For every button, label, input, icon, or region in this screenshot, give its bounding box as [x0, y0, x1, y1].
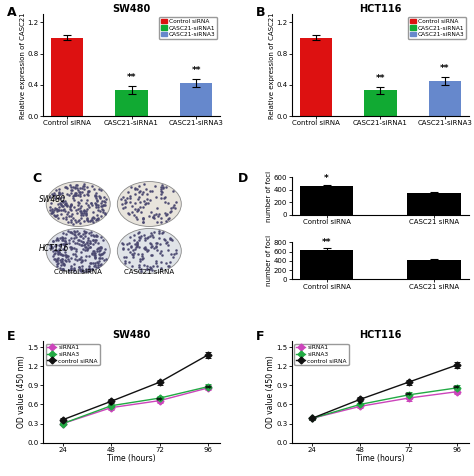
- Bar: [180, 83, 212, 116]
- Text: Control siRNA: Control siRNA: [54, 269, 102, 276]
- Legend: siRNA1, siRNA3, control siRNA: siRNA1, siRNA3, control siRNA: [46, 344, 100, 365]
- Bar: [364, 90, 397, 116]
- Text: *: *: [324, 174, 329, 183]
- Bar: [51, 38, 83, 116]
- Bar: [300, 186, 354, 215]
- Bar: [300, 38, 332, 116]
- Text: SW480: SW480: [39, 196, 66, 204]
- Text: **: **: [453, 385, 461, 394]
- Title: SW480: SW480: [112, 330, 151, 340]
- Legend: siRNA1, siRNA3, control siRNA: siRNA1, siRNA3, control siRNA: [294, 344, 348, 365]
- Text: F: F: [256, 330, 264, 344]
- Text: **: **: [204, 385, 212, 394]
- Text: C: C: [32, 172, 41, 185]
- Text: **: **: [375, 74, 385, 83]
- Text: **: **: [127, 73, 137, 82]
- Bar: [429, 81, 461, 116]
- Y-axis label: OD value (450 nm): OD value (450 nm): [17, 355, 26, 428]
- Bar: [407, 260, 461, 279]
- Y-axis label: number of foci: number of foci: [266, 235, 273, 287]
- Ellipse shape: [117, 181, 182, 227]
- Text: **: **: [156, 397, 164, 406]
- Text: E: E: [7, 330, 16, 344]
- X-axis label: Time (hours): Time (hours): [107, 454, 156, 463]
- Text: *: *: [109, 402, 113, 411]
- Ellipse shape: [117, 228, 182, 273]
- Bar: [407, 193, 461, 215]
- Text: **: **: [405, 392, 412, 401]
- X-axis label: Time (hours): Time (hours): [356, 454, 405, 463]
- Text: B: B: [256, 6, 265, 19]
- Y-axis label: Relative expression of CASC21: Relative expression of CASC21: [269, 12, 275, 119]
- Title: SW480: SW480: [112, 3, 151, 13]
- Bar: [115, 90, 148, 116]
- Y-axis label: Relative expression of CASC21: Relative expression of CASC21: [20, 12, 26, 119]
- Text: **: **: [191, 66, 201, 75]
- Ellipse shape: [46, 228, 110, 273]
- Legend: Control siRNA, CASC21-siRNA1, CASC21-siRNA3: Control siRNA, CASC21-siRNA1, CASC21-siR…: [408, 17, 466, 39]
- Text: CASC21 siRNA: CASC21 siRNA: [124, 269, 174, 276]
- Legend: Control siRNA, CASC21-siRNA1, CASC21-siRNA3: Control siRNA, CASC21-siRNA1, CASC21-siR…: [159, 17, 218, 39]
- Title: HCT116: HCT116: [359, 3, 401, 13]
- Bar: [300, 249, 354, 279]
- Text: D: D: [238, 172, 248, 185]
- Text: A: A: [7, 6, 17, 19]
- Ellipse shape: [46, 181, 110, 227]
- Text: **: **: [440, 64, 450, 73]
- Text: *: *: [358, 400, 362, 409]
- Y-axis label: OD value (450 nm): OD value (450 nm): [266, 355, 275, 428]
- Title: HCT116: HCT116: [359, 330, 401, 340]
- Y-axis label: number of foci: number of foci: [266, 170, 273, 222]
- Text: **: **: [322, 238, 331, 247]
- Text: HCT116: HCT116: [39, 244, 70, 253]
